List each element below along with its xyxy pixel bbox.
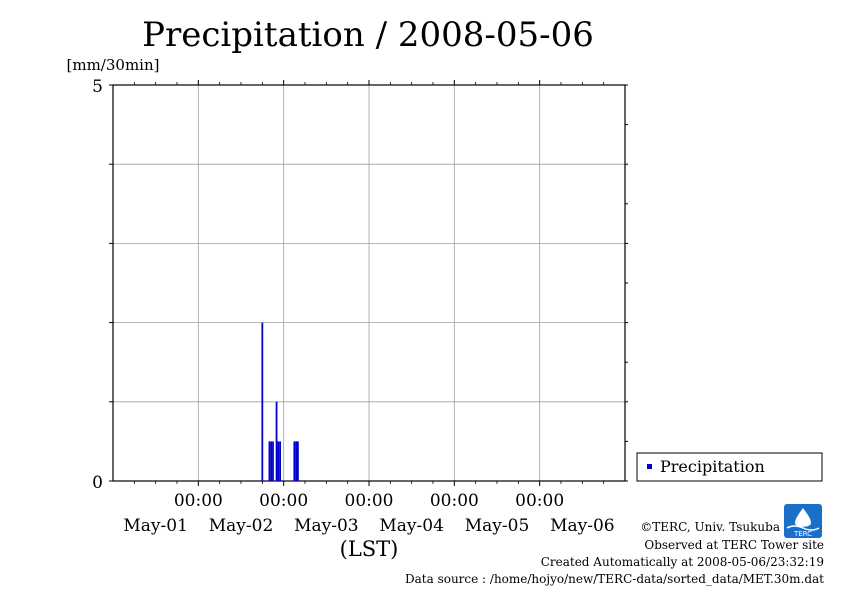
- legend-box: [636, 452, 823, 482]
- x-tick-date-label: May-04: [379, 516, 444, 536]
- precipitation-bar: [293, 441, 296, 481]
- footer-source: Data source : /home/hojyo/new/TERC-data/…: [405, 572, 824, 586]
- axis-ticks: [109, 80, 628, 486]
- y-axis-unit-label: [mm/30min]: [67, 56, 160, 74]
- precipitation-bar: [277, 441, 280, 481]
- logo-text: TERC: [793, 530, 812, 538]
- x-tick-date-label: May-05: [465, 516, 530, 536]
- precipitation-bars: [261, 322, 299, 481]
- grid-lines: [113, 85, 625, 481]
- precipitation-bar: [297, 441, 299, 481]
- x-axis-label: (LST): [340, 537, 399, 561]
- footer-created: Created Automatically at 2008-05-06/23:3…: [541, 555, 824, 569]
- x-tick-date-label: May-01: [123, 516, 188, 536]
- precipitation-bar: [275, 401, 278, 481]
- y-tick-label-max: 5: [92, 77, 103, 97]
- chart-title: Precipitation / 2008-05-06: [142, 15, 594, 55]
- precipitation-bar: [270, 441, 273, 481]
- footer-copyright: ©TERC, Univ. Tsukuba: [640, 520, 780, 534]
- precipitation-bar: [268, 441, 271, 481]
- precipitation-bar: [272, 441, 274, 481]
- x-tick-date-label: May-06: [550, 516, 615, 536]
- x-tick-time-label: 00:00: [515, 491, 564, 511]
- terc-logo: TERC: [784, 504, 822, 538]
- precipitation-bar: [279, 441, 281, 481]
- footer-site: Observed at TERC Tower site: [644, 538, 824, 552]
- x-tick-time-label: 00:00: [174, 491, 223, 511]
- legend-label: Precipitation: [660, 457, 765, 476]
- x-tick-time-label: 00:00: [430, 491, 479, 511]
- x-tick-time-label: 00:00: [345, 491, 394, 511]
- wave-icon: [786, 525, 820, 531]
- legend: Precipitation: [636, 452, 823, 482]
- water-drop-icon: [795, 508, 811, 527]
- legend-swatch: [647, 464, 652, 469]
- x-tick-time-label: 00:00: [259, 491, 308, 511]
- x-tick-labels: 00:00 00:00 00:00 00:00 00:00 May-01 May-02 May…: [123, 491, 614, 536]
- x-tick-date-label: May-03: [294, 516, 359, 536]
- precipitation-bar: [261, 322, 264, 481]
- precipitation-bar: [295, 441, 297, 481]
- x-tick-date-label: May-02: [209, 516, 274, 536]
- y-tick-label-min: 0: [92, 473, 103, 493]
